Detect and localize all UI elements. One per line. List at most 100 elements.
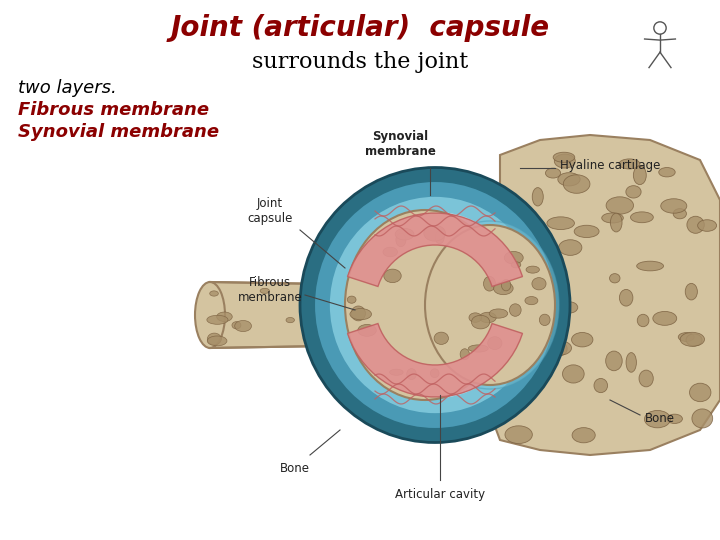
Ellipse shape (425, 318, 442, 329)
Ellipse shape (526, 289, 536, 308)
Ellipse shape (493, 282, 513, 295)
Ellipse shape (437, 285, 456, 292)
Ellipse shape (445, 334, 460, 342)
Text: Synovial
membrane: Synovial membrane (364, 130, 436, 158)
Polygon shape (210, 282, 500, 348)
Ellipse shape (442, 323, 457, 329)
Polygon shape (348, 323, 523, 397)
Ellipse shape (554, 154, 575, 168)
Ellipse shape (480, 312, 496, 323)
Ellipse shape (463, 336, 484, 344)
Ellipse shape (436, 303, 445, 312)
Text: Fibrous
membrane: Fibrous membrane (238, 276, 302, 304)
Ellipse shape (469, 323, 485, 333)
Ellipse shape (489, 309, 508, 318)
Ellipse shape (463, 303, 485, 314)
Ellipse shape (539, 314, 550, 326)
Ellipse shape (453, 303, 466, 309)
Ellipse shape (344, 211, 526, 399)
Ellipse shape (487, 337, 502, 349)
Ellipse shape (469, 345, 488, 352)
Ellipse shape (637, 314, 649, 327)
Ellipse shape (313, 319, 330, 324)
Ellipse shape (562, 365, 584, 383)
Ellipse shape (525, 296, 538, 305)
Ellipse shape (692, 409, 713, 428)
Ellipse shape (460, 349, 469, 360)
Ellipse shape (484, 276, 495, 291)
Ellipse shape (560, 302, 577, 313)
Ellipse shape (424, 225, 446, 241)
Ellipse shape (431, 369, 439, 377)
Ellipse shape (541, 269, 565, 287)
Ellipse shape (552, 342, 567, 356)
Ellipse shape (390, 292, 399, 301)
Ellipse shape (547, 217, 575, 230)
Ellipse shape (435, 231, 444, 244)
Ellipse shape (405, 338, 421, 345)
Ellipse shape (410, 329, 422, 335)
Ellipse shape (631, 212, 653, 222)
Ellipse shape (503, 228, 529, 239)
Ellipse shape (546, 341, 572, 355)
Ellipse shape (441, 306, 459, 316)
Ellipse shape (546, 168, 561, 178)
Ellipse shape (636, 261, 664, 271)
Ellipse shape (644, 410, 670, 428)
Ellipse shape (395, 228, 414, 240)
Ellipse shape (526, 266, 539, 273)
Ellipse shape (594, 379, 608, 393)
Ellipse shape (661, 199, 687, 213)
Ellipse shape (469, 313, 482, 322)
Ellipse shape (195, 282, 225, 348)
Ellipse shape (210, 291, 218, 296)
Ellipse shape (553, 152, 575, 163)
Ellipse shape (425, 225, 555, 385)
Ellipse shape (217, 312, 233, 321)
Ellipse shape (421, 221, 559, 389)
Ellipse shape (518, 203, 529, 215)
Ellipse shape (626, 353, 636, 372)
Text: Articular cavity: Articular cavity (395, 488, 485, 501)
Text: Fibrous membrane: Fibrous membrane (18, 101, 209, 119)
Ellipse shape (510, 304, 521, 316)
Ellipse shape (698, 220, 716, 231)
Ellipse shape (501, 280, 510, 291)
Ellipse shape (286, 318, 294, 323)
Ellipse shape (396, 233, 406, 247)
Ellipse shape (472, 315, 490, 329)
Ellipse shape (307, 316, 323, 328)
Ellipse shape (235, 320, 251, 332)
Ellipse shape (610, 274, 620, 283)
Text: Synovial membrane: Synovial membrane (18, 123, 219, 141)
Ellipse shape (426, 299, 440, 305)
Ellipse shape (345, 210, 505, 400)
Ellipse shape (673, 208, 686, 219)
Ellipse shape (474, 331, 486, 339)
Ellipse shape (434, 332, 449, 345)
Ellipse shape (407, 369, 416, 380)
Ellipse shape (300, 167, 570, 442)
Ellipse shape (639, 370, 653, 387)
Ellipse shape (207, 336, 227, 346)
Ellipse shape (351, 306, 366, 321)
Polygon shape (480, 135, 720, 455)
Ellipse shape (558, 304, 570, 322)
Ellipse shape (687, 216, 704, 233)
Text: Joint
capsule: Joint capsule (247, 197, 293, 225)
Ellipse shape (686, 334, 702, 346)
Text: Joint (articular)  capsule: Joint (articular) capsule (171, 14, 549, 42)
Ellipse shape (496, 190, 516, 206)
Polygon shape (348, 213, 523, 286)
Ellipse shape (417, 296, 434, 302)
Ellipse shape (653, 312, 677, 325)
Ellipse shape (409, 328, 431, 336)
Text: Hyaline cartilage: Hyaline cartilage (560, 159, 660, 172)
Ellipse shape (350, 308, 372, 320)
Ellipse shape (383, 247, 397, 256)
Ellipse shape (678, 333, 694, 341)
Ellipse shape (619, 289, 633, 306)
Ellipse shape (634, 166, 647, 185)
Ellipse shape (532, 278, 546, 290)
Ellipse shape (559, 240, 582, 255)
